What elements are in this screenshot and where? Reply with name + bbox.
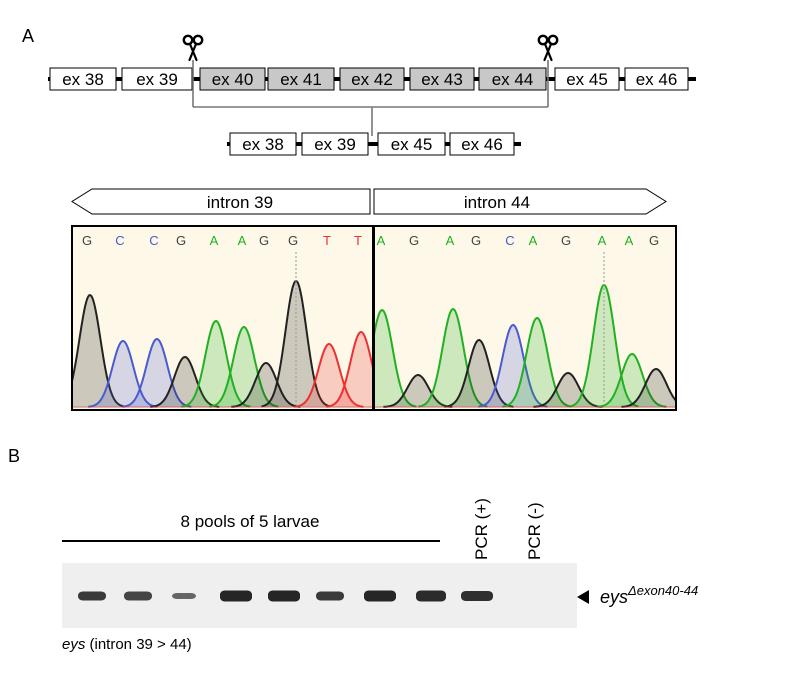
chromatogram-traces-left — [72, 252, 373, 408]
peak-left-6 — [209, 325, 279, 408]
svg-text:ex 38: ex 38 — [242, 135, 284, 154]
peak-left-10 — [326, 330, 373, 408]
peak-right-3 — [418, 308, 488, 408]
pools-label: 8 pools of 5 larvae — [181, 512, 320, 531]
top-exon-row: ex 38 ex 39 ex 40 ex 41 ex 42 ex 43 ex 44 ex 45… — [48, 67, 696, 91]
peak-left-7 — [231, 361, 301, 408]
gel-band-lane-1 — [78, 591, 106, 601]
chromatogram-traces-right — [374, 252, 676, 408]
panel-label-a: A — [22, 26, 34, 46]
gel-band-lane-4 — [220, 590, 252, 602]
intron-39-label: intron 39 — [207, 193, 273, 212]
gel-band-lane-5 — [268, 590, 300, 602]
base-call: C — [149, 233, 158, 248]
gel — [62, 563, 577, 628]
peak-left-5 — [181, 319, 251, 408]
base-call: A — [598, 233, 607, 248]
base-call: A — [210, 233, 219, 248]
chromatogram-right-frame — [373, 225, 677, 411]
bottom-exon-ex-46: ex 46 — [449, 132, 515, 156]
base-call: G — [288, 233, 298, 248]
base-call: A — [446, 233, 455, 248]
peak-left-1 — [72, 294, 125, 408]
top-exon-ex-44: ex 44 — [478, 67, 547, 91]
pcr-negative-label: PCR (-) — [525, 502, 544, 560]
peak-right-4 — [444, 338, 514, 408]
top-exon-ex-43: ex 43 — [409, 67, 475, 91]
svg-text:ex 44: ex 44 — [492, 70, 534, 89]
bottom-exon-ex-45: ex 45 — [377, 132, 446, 156]
top-exon-ex-39: ex 39 — [121, 67, 193, 91]
gel-band-lane-7 — [364, 590, 396, 602]
intron-39-arrow — [71, 188, 371, 215]
gel-band-lane-2 — [124, 591, 152, 601]
base-call: G — [409, 233, 419, 248]
intron-44-arrow — [373, 188, 667, 215]
bottom-exon-ex-38: ex 38 — [229, 132, 297, 156]
peak-left-3 — [122, 337, 192, 408]
base-call: C — [115, 233, 124, 248]
gel-band-lane-8 — [416, 590, 446, 602]
scissors-icon — [182, 34, 204, 62]
top-exon-ex-40: ex 40 — [199, 67, 266, 91]
top-exon-ex-42: ex 42 — [339, 67, 405, 91]
base-call: G — [471, 233, 481, 248]
band-arrow-icon — [577, 590, 589, 604]
base-call: A — [238, 233, 247, 248]
svg-text:ex 46: ex 46 — [461, 135, 503, 154]
peak-right-1 — [374, 309, 417, 408]
top-exon-ex-38: ex 38 — [49, 67, 117, 91]
gel-band-lane-9 — [461, 591, 493, 601]
peak-left-4 — [150, 355, 220, 408]
base-call: A — [377, 233, 386, 248]
deletion-bracket — [192, 60, 549, 136]
scissors-icon — [537, 34, 559, 62]
top-exon-ex-41: ex 41 — [267, 67, 335, 91]
base-call: G — [259, 233, 269, 248]
base-call: T — [323, 233, 331, 248]
peak-right-6 — [502, 316, 572, 408]
intron-44-label: intron 44 — [464, 193, 530, 212]
peak-right-5 — [478, 323, 548, 408]
base-call: A — [625, 233, 634, 248]
svg-text:ex 38: ex 38 — [62, 70, 104, 89]
svg-text:ex 41: ex 41 — [280, 70, 322, 89]
top-exon-ex-45: ex 45 — [554, 67, 620, 91]
base-call: G — [176, 233, 186, 248]
svg-text:ex 45: ex 45 — [566, 70, 608, 89]
bottom-exon-ex-39: ex 39 — [301, 132, 369, 156]
svg-text:ex 39: ex 39 — [314, 135, 356, 154]
top-exon-ex-46: ex 46 — [624, 67, 689, 91]
band-label: eysΔexon40-44 — [600, 583, 698, 607]
svg-text:ex 42: ex 42 — [351, 70, 393, 89]
svg-text:ex 46: ex 46 — [636, 70, 678, 89]
base-call: C — [505, 233, 514, 248]
svg-text:ex 39: ex 39 — [136, 70, 178, 89]
gel-bands — [78, 590, 493, 602]
gel-band-lane-6 — [316, 591, 344, 601]
peak-right-2 — [383, 373, 453, 408]
base-call: A — [529, 233, 538, 248]
pcr-positive-label: PCR (+) — [472, 498, 491, 560]
base-call: G — [82, 233, 92, 248]
bottom-exon-row: ex 38 ex 39 ex 45 ex 46 — [227, 132, 521, 156]
gel-band-lane-3 — [172, 593, 196, 599]
svg-text:ex 40: ex 40 — [212, 70, 254, 89]
base-call: T — [354, 233, 362, 248]
base-call: G — [561, 233, 571, 248]
peak-right-7 — [533, 371, 603, 408]
peak-right-10 — [621, 367, 676, 408]
gel-caption: eys (intron 39 > 44) — [62, 636, 192, 653]
svg-text:ex 43: ex 43 — [421, 70, 463, 89]
svg-text:ex 45: ex 45 — [391, 135, 433, 154]
base-call: G — [649, 233, 659, 248]
peak-right-9 — [597, 352, 667, 408]
panel-label-b: B — [8, 446, 20, 466]
peak-left-9 — [294, 342, 364, 408]
